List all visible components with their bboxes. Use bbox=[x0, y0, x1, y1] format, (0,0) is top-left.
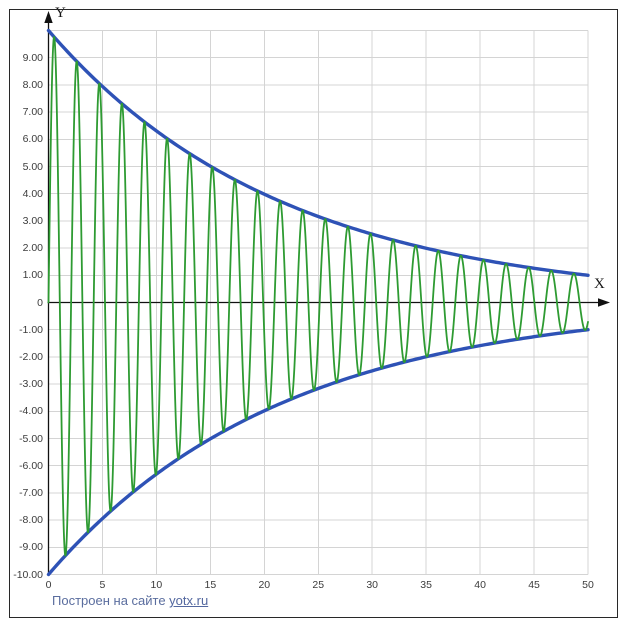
x-tick-label: 35 bbox=[420, 579, 432, 591]
x-tick-label: 10 bbox=[150, 579, 163, 591]
y-tick-label: -2.00 bbox=[19, 350, 43, 363]
x-tick-label: 20 bbox=[258, 579, 271, 591]
series-damped-sine bbox=[47, 36, 589, 557]
y-tick-label: -8.00 bbox=[19, 514, 43, 527]
y-tick-label: 3.00 bbox=[22, 214, 43, 227]
y-tick-label: 6.00 bbox=[22, 133, 43, 146]
x-tick-label: 25 bbox=[312, 579, 325, 591]
axes-layer bbox=[44, 11, 610, 576]
x-tick-label: 40 bbox=[474, 579, 486, 591]
y-tick-label: -7.00 bbox=[19, 486, 43, 499]
x-axis-arrow-icon bbox=[598, 298, 610, 307]
y-tick-label: -5.00 bbox=[19, 432, 43, 445]
y-tick-label: -10.00 bbox=[13, 568, 43, 581]
y-tick-label: 7.00 bbox=[22, 106, 43, 119]
footer-credit: Построен на сайте yotx.ru bbox=[52, 593, 208, 608]
y-axis-label: Y bbox=[55, 5, 66, 21]
x-tick-label: 15 bbox=[204, 579, 217, 591]
y-tick-label: 0 bbox=[37, 296, 43, 309]
y-tick-label: 8.00 bbox=[22, 78, 43, 91]
y-tick-label: -3.00 bbox=[19, 378, 43, 391]
series-layer bbox=[46, 28, 590, 577]
x-tick-label: 45 bbox=[528, 579, 540, 591]
series-lower-envelope bbox=[46, 328, 590, 577]
grid-layer bbox=[48, 30, 589, 575]
y-axis-arrow-icon bbox=[44, 11, 53, 23]
y-tick-label: 9.00 bbox=[22, 51, 43, 64]
footer-text: Построен на сайте bbox=[52, 593, 170, 608]
yotx-link[interactable]: yotx.ru bbox=[169, 593, 209, 608]
y-tick-label: 1.00 bbox=[22, 269, 43, 282]
y-tick-label: 5.00 bbox=[22, 160, 43, 173]
y-tick-label: 2.00 bbox=[22, 242, 43, 255]
x-axis-label: X bbox=[594, 276, 605, 292]
x-tick-label: 0 bbox=[45, 579, 52, 591]
x-tick-label: 50 bbox=[582, 579, 594, 591]
y-tick-label: 4.00 bbox=[22, 187, 43, 200]
y-tick-label: -6.00 bbox=[19, 459, 43, 472]
series-upper-envelope bbox=[46, 28, 590, 277]
y-tick-label: -9.00 bbox=[19, 541, 43, 554]
x-tick-label: 5 bbox=[99, 579, 106, 591]
x-tick-label: 30 bbox=[366, 579, 379, 591]
y-tick-label: -1.00 bbox=[19, 323, 43, 336]
y-tick-label: -4.00 bbox=[19, 405, 43, 418]
